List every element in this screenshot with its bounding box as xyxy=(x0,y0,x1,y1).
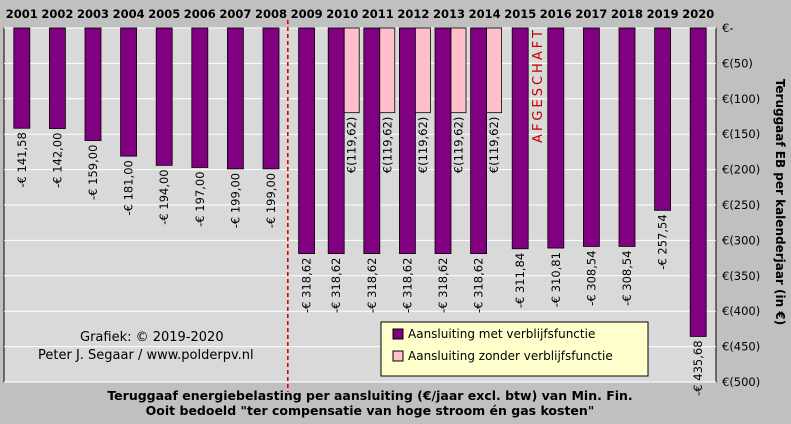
bar-zonder-verblijfsfunctie xyxy=(486,27,503,114)
data-label-zonder: €(119,62) xyxy=(452,117,466,174)
x-tick-label: 2004 xyxy=(113,7,145,21)
bar-met-verblijfsfunctie xyxy=(511,27,529,250)
bar-met-verblijfsfunctie xyxy=(191,27,209,168)
y-tick-label: €(150) xyxy=(722,127,760,141)
data-label-zonder: €(119,62) xyxy=(487,117,501,174)
data-label-met: -€ 318,62 xyxy=(472,258,486,313)
x-tick-label: 2006 xyxy=(184,7,216,21)
y-tick-label: €(100) xyxy=(722,92,760,106)
legend-label-met: Aansluiting met verblijfsfunctie xyxy=(408,327,595,341)
legend-swatch-zonder xyxy=(392,350,404,362)
data-label-met: -€ 308,54 xyxy=(620,250,634,305)
x-tick-label: 2013 xyxy=(433,7,465,21)
bar-met-verblijfsfunctie xyxy=(434,27,452,254)
data-label-met: -€ 435,68 xyxy=(691,340,705,395)
y-tick-label: €(300) xyxy=(722,233,760,247)
x-tick-label: 2020 xyxy=(682,7,714,21)
x-tick-label: 2018 xyxy=(611,7,643,21)
data-label-met: -€ 141,58 xyxy=(15,132,29,187)
x-tick-label: 2010 xyxy=(326,7,358,21)
data-label-met: -€ 318,62 xyxy=(400,258,414,313)
bar-zonder-verblijfsfunctie xyxy=(379,27,396,114)
x-axis-title: Teruggaaf energiebelasting per aansluiti… xyxy=(107,388,632,403)
y-tick-label: €(200) xyxy=(722,163,760,177)
data-label-met: -€ 318,62 xyxy=(365,258,379,313)
bar-met-verblijfsfunctie xyxy=(363,27,381,254)
data-label-met: -€ 308,54 xyxy=(584,250,598,305)
credit-line-2: Peter J. Segaar / www.polderpv.nl xyxy=(38,348,254,363)
y-tick-label: €(50) xyxy=(722,56,753,70)
y-tick-label: €(500) xyxy=(722,375,760,389)
bar-met-verblijfsfunctie xyxy=(689,27,707,337)
y-tick-label: €(400) xyxy=(722,304,760,318)
data-label-met: -€ 199,00 xyxy=(228,173,242,228)
bar-zonder-verblijfsfunctie xyxy=(450,27,467,114)
y-tick-label: €(250) xyxy=(722,198,760,212)
x-tick-label: 2007 xyxy=(219,7,251,21)
bar-met-verblijfsfunctie xyxy=(327,27,345,254)
data-label-met: -€ 197,00 xyxy=(193,171,207,226)
bar-met-verblijfsfunctie xyxy=(547,27,565,249)
y-tick-label: €(450) xyxy=(722,340,760,354)
x-tick-labels: 2001 2002 2003 2004 2005 2006 2007 2008 2009 2010… xyxy=(6,7,714,21)
data-labels: -€ 141,58 -€ 142,00 -€ 159,00 -€ 181,00 -€ 1… xyxy=(15,117,705,396)
data-label-met: -€ 159,00 xyxy=(86,145,100,200)
bar-met-verblijfsfunctie xyxy=(298,27,316,254)
y-axis-title: Teruggaaf EB per kalenderjaar (in €) xyxy=(773,79,787,325)
data-label-met: -€ 318,62 xyxy=(300,258,314,313)
bar-met-verblijfsfunctie xyxy=(583,27,600,247)
afgeschaft-annotation: AFGESCHAFT xyxy=(531,27,546,143)
data-label-met: -€ 199,00 xyxy=(264,173,278,228)
y-tick-label: €- xyxy=(722,21,733,35)
bar-met-verblijfsfunctie xyxy=(155,27,173,166)
data-label-zonder: €(119,62) xyxy=(416,117,430,174)
x-tick-label: 2008 xyxy=(255,7,287,21)
bar-met-verblijfsfunctie xyxy=(398,27,416,254)
legend: Aansluiting met verblijfsfunctie Aanslui… xyxy=(380,321,649,377)
x-tick-label: 2019 xyxy=(647,7,679,21)
data-label-met: -€ 318,62 xyxy=(436,258,450,313)
data-label-zonder: €(119,62) xyxy=(345,117,359,174)
data-label-met: -€ 310,81 xyxy=(549,252,563,307)
data-label-met: -€ 311,84 xyxy=(513,253,527,308)
x-tick-label: 2014 xyxy=(469,7,501,21)
x-tick-label: 2016 xyxy=(540,7,572,21)
bar-zonder-verblijfsfunctie xyxy=(343,27,360,114)
legend-box xyxy=(380,321,649,377)
bar-met-verblijfsfunctie xyxy=(226,27,244,170)
x-tick-label: 2011 xyxy=(362,7,394,21)
bar-met-verblijfsfunctie xyxy=(618,27,636,247)
credit-line-1: Grafiek: © 2019-2020 xyxy=(80,330,224,345)
x-axis-subtitle: Ooit bedoeld "ter compensatie van hoge s… xyxy=(146,403,595,418)
x-tick-label: 2002 xyxy=(41,7,73,21)
y-tick-label: €(350) xyxy=(722,269,760,283)
bars xyxy=(13,27,707,337)
bar-met-verblijfsfunctie xyxy=(84,27,102,141)
data-label-met: -€ 142,00 xyxy=(50,133,64,188)
bar-met-verblijfsfunctie xyxy=(262,27,280,170)
x-tick-label: 2009 xyxy=(291,7,323,21)
x-tick-label: 2015 xyxy=(504,7,536,21)
legend-label-zonder: Aansluiting zonder verblijfsfunctie xyxy=(408,349,613,363)
x-tick-label: 2001 xyxy=(6,7,38,21)
data-label-met: -€ 194,00 xyxy=(157,169,171,224)
data-label-zonder: €(119,62) xyxy=(380,117,394,174)
bar-met-verblijfsfunctie xyxy=(120,27,137,157)
x-tick-label: 2012 xyxy=(397,7,429,21)
x-tick-label: 2005 xyxy=(148,7,180,21)
bar-met-verblijfsfunctie xyxy=(13,27,31,129)
data-label-met: -€ 318,62 xyxy=(329,258,343,313)
bar-met-verblijfsfunctie xyxy=(49,27,66,129)
legend-swatch-met xyxy=(392,328,404,340)
data-label-met: -€ 181,00 xyxy=(122,160,136,215)
bar-met-verblijfsfunctie xyxy=(654,27,671,211)
bar-zonder-verblijfsfunctie xyxy=(414,27,431,114)
x-tick-label: 2003 xyxy=(77,7,109,21)
x-tick-label: 2017 xyxy=(575,7,607,21)
y-tick-labels: €- €(50) €(100) €(150) €(200) €(250) €(300) €(3… xyxy=(722,21,760,389)
bar-met-verblijfsfunctie xyxy=(470,27,488,254)
data-label-met: -€ 257,54 xyxy=(656,214,670,269)
